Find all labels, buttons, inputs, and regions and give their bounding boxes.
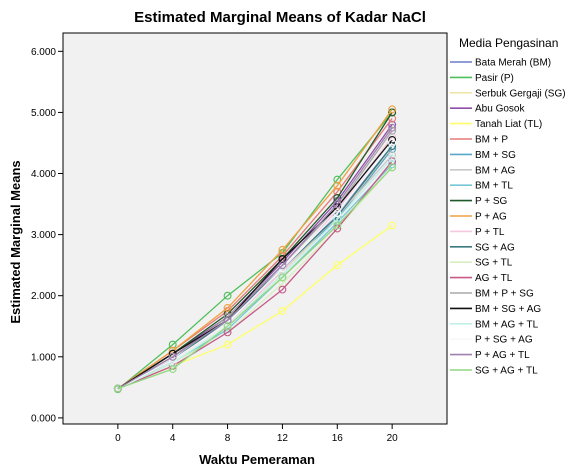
data-point xyxy=(113,384,122,393)
legend-label: SG + AG xyxy=(475,242,515,253)
series-line xyxy=(117,166,393,390)
y-tick-label: 4.000 xyxy=(31,169,56,180)
y-axis: 0.000 1.000 2.000 3.000 4.000 5.000 6.000 xyxy=(31,47,63,424)
x-tick-label: 0 xyxy=(115,433,121,444)
legend-title: Media Pengasinan xyxy=(459,36,558,50)
legend-label: BM + SG + AG xyxy=(475,304,541,315)
x-tick-label: 8 xyxy=(225,433,231,444)
series-line xyxy=(117,157,393,390)
data-point xyxy=(168,352,177,361)
y-tick-label: 5.000 xyxy=(31,108,56,119)
data-point xyxy=(333,261,342,270)
data-point xyxy=(278,273,287,282)
legend-label: Serbuk Gergaji (SG) xyxy=(475,88,566,99)
y-tick-label: 0.000 xyxy=(31,413,56,424)
data-point xyxy=(388,105,397,114)
x-axis: 0 4 8 12 16 20 xyxy=(115,424,398,444)
legend-label: SG + TL xyxy=(475,258,513,269)
legend-label: P + AG + TL xyxy=(475,350,530,361)
legend-label: P + TL xyxy=(475,227,505,238)
series-line xyxy=(117,109,393,390)
legend-label: Bata Merah (BM) xyxy=(475,58,551,69)
series-lines xyxy=(113,105,397,394)
data-point xyxy=(333,194,342,202)
data-point xyxy=(223,340,232,349)
y-tick-label: 6.000 xyxy=(31,47,56,58)
legend-label: P + AG xyxy=(475,212,507,223)
legend-label: BM + AG xyxy=(475,165,516,176)
series-line xyxy=(117,127,393,390)
data-point xyxy=(388,139,397,147)
data-point xyxy=(388,163,397,172)
data-point xyxy=(278,245,287,254)
data-point xyxy=(278,255,287,263)
data-point xyxy=(168,340,177,349)
y-tick-label: 3.000 xyxy=(31,230,56,241)
legend-label: P + SG + AG xyxy=(475,335,533,346)
data-point xyxy=(388,126,397,135)
data-point xyxy=(388,145,397,154)
x-tick-label: 20 xyxy=(387,433,399,444)
legend: Bata Merah (BM) Pasir (P) Serbuk Gergaji (… xyxy=(450,58,566,377)
y-tick-label: 1.000 xyxy=(31,352,56,363)
legend-label: AG + TL xyxy=(475,273,513,284)
data-point xyxy=(278,285,287,294)
data-point xyxy=(388,142,397,150)
series-line xyxy=(117,142,393,390)
data-point xyxy=(333,181,342,190)
legend-label: BM + P xyxy=(475,135,508,146)
legend-label: P + SG xyxy=(475,196,508,207)
data-point xyxy=(333,209,342,218)
series-line xyxy=(117,139,393,390)
legend-label: BM + AG + TL xyxy=(475,319,539,330)
data-point xyxy=(223,316,232,325)
x-tick-label: 16 xyxy=(332,433,344,444)
data-point xyxy=(333,221,342,230)
legend-label: Pasir (P) xyxy=(475,73,514,84)
series-line xyxy=(117,111,393,390)
x-tick-label: 12 xyxy=(277,433,289,444)
data-point xyxy=(223,291,232,300)
x-axis-label: Waktu Pemeraman xyxy=(199,452,315,467)
legend-label: BM + SG xyxy=(475,150,516,161)
data-point xyxy=(388,221,397,230)
data-point xyxy=(278,279,287,288)
legend-label: Tanah Liat (TL) xyxy=(475,119,542,130)
data-point xyxy=(278,261,287,270)
legend-label: SG + AG + TL xyxy=(475,366,538,377)
data-point xyxy=(388,123,397,132)
data-point xyxy=(333,175,342,184)
plot-area xyxy=(62,32,448,425)
data-point xyxy=(333,200,342,209)
data-point xyxy=(168,365,177,373)
data-point xyxy=(388,154,397,163)
legend-label: BM + TL xyxy=(475,181,513,192)
data-point xyxy=(388,108,397,117)
data-point xyxy=(223,303,232,312)
series-line xyxy=(117,160,393,390)
x-tick-label: 4 xyxy=(170,433,176,444)
data-point xyxy=(333,215,342,224)
chart-title: Estimated Marginal Means of Kadar NaCl xyxy=(134,9,426,26)
y-tick-label: 2.000 xyxy=(31,291,56,302)
legend-label: Abu Gosok xyxy=(475,104,525,115)
data-point xyxy=(223,328,232,337)
legend-label: BM + P + SG xyxy=(475,289,534,300)
data-point xyxy=(223,322,232,331)
data-point xyxy=(278,307,287,315)
y-axis-label: Estimated Marginal Means xyxy=(8,160,23,323)
